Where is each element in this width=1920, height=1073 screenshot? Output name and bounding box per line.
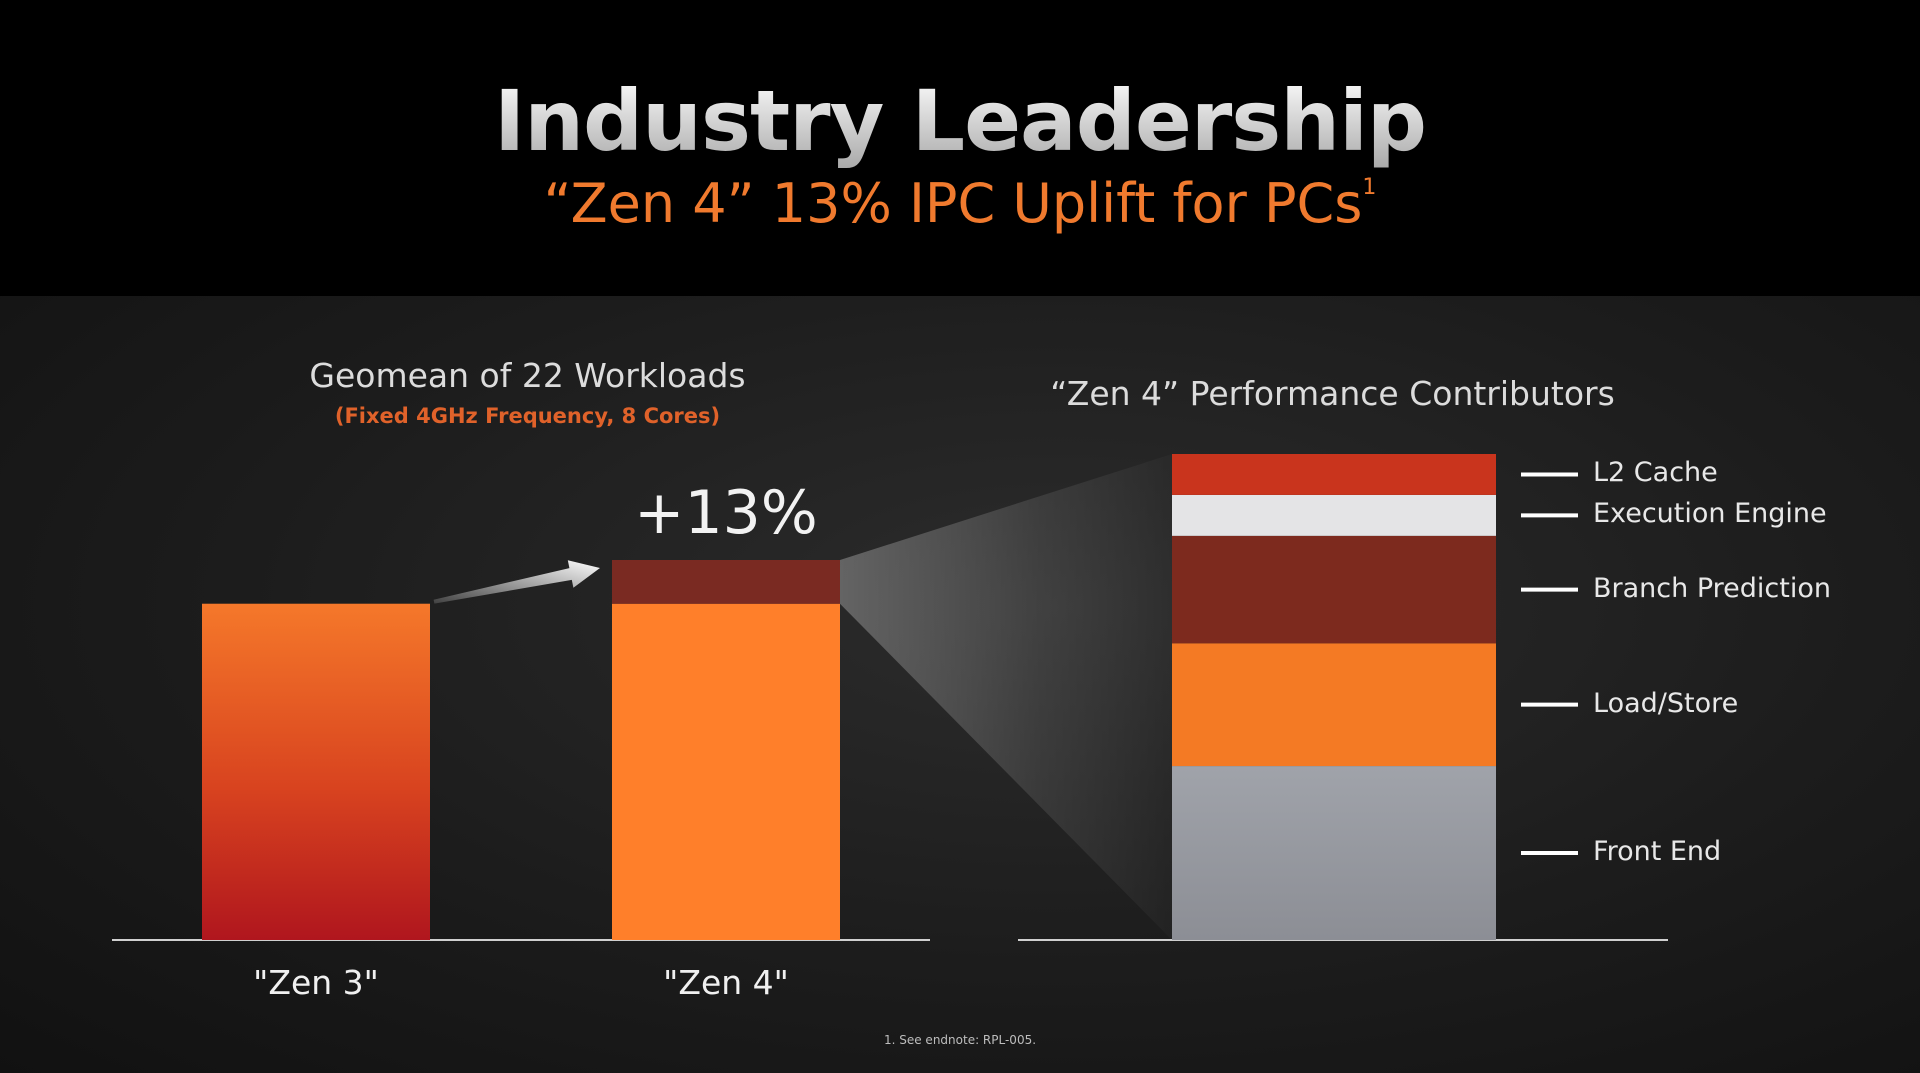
legend-label-load-store: Load/Store	[1593, 687, 1739, 719]
segment-front-end	[1172, 766, 1496, 940]
subtitle-text: “Zen 4” 13% IPC Uplift for PCs	[543, 172, 1363, 235]
segment-l2-cache	[1172, 454, 1496, 495]
legend-label-front-end: Front End	[1593, 836, 1722, 868]
slide-title: Industry Leadership	[0, 72, 1920, 170]
segment-branch-prediction	[1172, 535, 1496, 644]
uplift-label: +13%	[634, 478, 818, 548]
legend-label-branch-prediction: Branch Prediction	[1593, 572, 1831, 604]
slide-subtitle: “Zen 4” 13% IPC Uplift for PCs1	[0, 172, 1920, 235]
legend-label-l2-cache: L2 Cache	[1593, 457, 1718, 489]
zoom-beam	[840, 454, 1172, 940]
category-label-zen4: "Zen 4"	[663, 963, 789, 1002]
bar-zen4-uplift	[612, 560, 840, 604]
left-bar-chart	[112, 560, 930, 941]
subtitle-footnote-ref: 1	[1362, 175, 1377, 200]
left-chart-subtitle: (Fixed 4GHz Frequency, 8 Cores)	[334, 404, 721, 428]
bar-zen4-base	[612, 603, 840, 940]
header-band	[0, 0, 1920, 296]
legend-label-execution-engine: Execution Engine	[1593, 498, 1827, 530]
bar-zen3	[202, 603, 430, 940]
category-label-zen3: "Zen 3"	[253, 963, 379, 1002]
left-chart-title: Geomean of 22 Workloads	[309, 356, 746, 395]
right-stacked-chart	[840, 454, 1668, 941]
uplift-arrow-icon	[433, 560, 600, 604]
segment-load-store	[1172, 643, 1496, 767]
footnote: 1. See endnote: RPL-005.	[883, 1033, 1037, 1047]
segment-execution-engine	[1172, 494, 1496, 536]
right-chart-title: “Zen 4” Performance Contributors	[1050, 374, 1615, 413]
